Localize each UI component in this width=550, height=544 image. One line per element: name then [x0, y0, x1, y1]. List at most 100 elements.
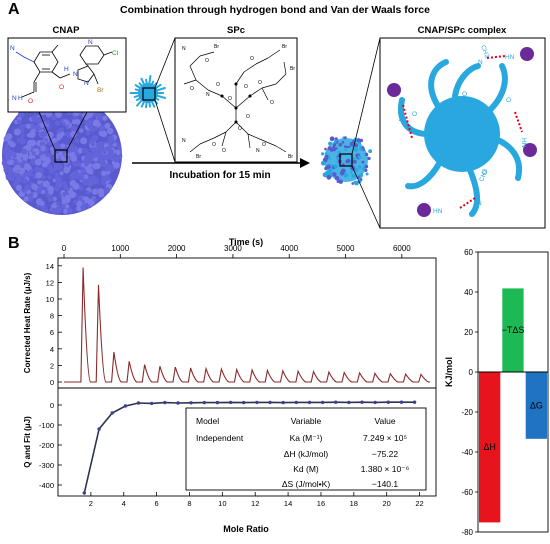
complex-granule — [339, 171, 344, 176]
cnap-granule — [56, 136, 61, 141]
thermo-bar-label: ΔG — [530, 400, 543, 410]
mole-ratio-tick-label: 18 — [350, 499, 358, 508]
complex-granule — [324, 147, 327, 151]
spc-atom-label: O — [238, 126, 242, 132]
spc-bond — [261, 83, 277, 89]
spc-bond — [243, 63, 257, 73]
thermo-y-tick-label: -40 — [461, 448, 473, 457]
cnap-granule — [47, 196, 54, 203]
hn-label: HN — [397, 112, 404, 122]
cnap-nanoparticle-sphere — [1, 95, 123, 215]
cnap-granule — [25, 171, 31, 177]
cnap-molecule-atoms: N N N O Br H Cl N O N H — [10, 39, 119, 105]
cnap-granule — [24, 184, 31, 191]
cnap-granule — [82, 196, 88, 201]
cnap-granule — [107, 135, 114, 142]
cnap-granule — [70, 130, 77, 138]
mole-ratio-tick-label: 22 — [415, 499, 423, 508]
data-point — [110, 411, 114, 415]
cnap-granule — [85, 130, 91, 136]
cnap-granule — [29, 172, 34, 177]
data-point — [215, 400, 220, 405]
incubation-arrow-head — [300, 158, 310, 168]
n-label: N — [477, 200, 482, 207]
complex-granule — [353, 180, 358, 185]
spc-bond — [261, 87, 269, 101]
heat-rate-tick-label: 6 — [50, 328, 54, 337]
table-value-ka: 7.249 × 10⁵ — [363, 433, 407, 443]
thermo-bar-label: −TΔS — [502, 325, 525, 335]
cnap-granule — [74, 118, 81, 125]
spc-atom-label: O — [190, 86, 194, 92]
cnap-granule — [91, 152, 98, 159]
cnap-granule — [58, 151, 63, 157]
cnap-granule — [54, 172, 59, 177]
atom-label: N — [12, 95, 17, 102]
itc-thermogram — [64, 267, 430, 383]
table-variable-kd: Kd (M) — [293, 464, 319, 474]
spc-bond — [275, 145, 287, 153]
complex-zoom-line-bottom — [351, 165, 381, 229]
time-tick-label: 1000 — [111, 244, 129, 253]
complex-granule — [324, 155, 329, 160]
complex-granule — [324, 166, 328, 171]
cnap-granule — [113, 161, 120, 169]
cnap-granule — [48, 189, 54, 195]
cnap-granule — [28, 131, 36, 139]
cnap-granule — [104, 122, 111, 129]
complex-granule — [359, 173, 364, 178]
cnap-granule — [76, 200, 83, 206]
atom-label: N — [88, 39, 93, 46]
cnap-granule — [37, 180, 42, 185]
o-label: O — [506, 97, 511, 104]
spc-bond — [225, 121, 237, 133]
thermo-y-tick-label: -80 — [461, 528, 473, 537]
data-point — [82, 491, 87, 495]
spc-bond — [267, 49, 281, 59]
cnap-granule — [63, 209, 68, 214]
q-fit-tick-label: 0 — [50, 401, 54, 410]
cnap-granule — [40, 146, 46, 152]
cnap-granule — [80, 170, 85, 176]
cnap-granule — [87, 113, 93, 119]
cnap-granule — [34, 124, 41, 132]
cnap-granule — [42, 180, 50, 188]
thermo-y-tick-label: 40 — [464, 288, 473, 297]
complex-granule — [324, 152, 328, 155]
spc-bond — [199, 51, 215, 57]
spc-bond — [275, 73, 287, 85]
data-point — [189, 401, 193, 405]
cnap-granule — [112, 142, 117, 147]
spc-atom-label: O — [250, 56, 254, 62]
cnap-granule — [75, 138, 80, 143]
cnap-granule — [84, 155, 90, 161]
cnap-granule — [5, 173, 13, 181]
table-value-kd: 1.380 × 10⁻⁶ — [361, 464, 409, 474]
cnap-granule — [16, 119, 22, 124]
cnap-granule — [77, 147, 84, 154]
atom-label: O — [59, 84, 64, 91]
cnap-granule — [102, 115, 108, 121]
complex-granule — [349, 171, 353, 174]
spc-atom-label: O — [205, 58, 209, 64]
spc-atom-label: O — [228, 96, 232, 102]
complex-granule — [367, 156, 371, 161]
cnap-granule — [70, 154, 77, 162]
spc-bond — [221, 95, 237, 109]
cnap-granule — [69, 191, 76, 199]
cnap-granule — [84, 190, 90, 195]
hydrogen-bond — [402, 104, 413, 139]
cnap-granule — [50, 207, 57, 215]
table-header-variable: Variable — [291, 416, 322, 426]
spc-atom-label: N — [206, 92, 210, 98]
cnap-granule — [62, 157, 70, 165]
cnap-granule — [8, 159, 14, 165]
spc-label: SPc — [227, 25, 245, 36]
atom-label: Br — [97, 87, 104, 94]
complex-granule — [332, 147, 337, 152]
data-point — [281, 400, 285, 405]
fit-results-table — [185, 407, 427, 491]
spc-bond — [189, 55, 201, 67]
cnap-granule — [116, 144, 122, 150]
